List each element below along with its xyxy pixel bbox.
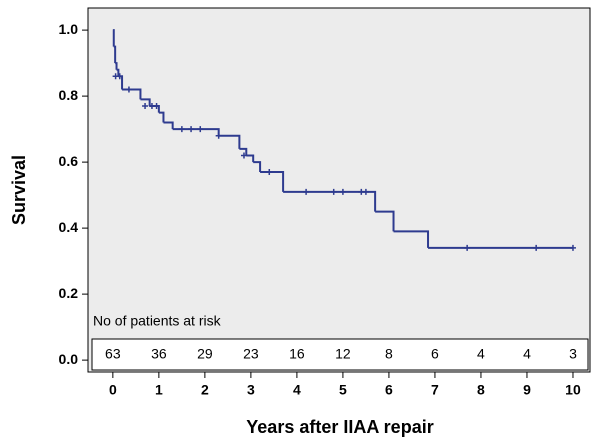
x-tick-label: 9: [523, 382, 531, 398]
at-risk-count: 8: [385, 346, 393, 362]
y-tick-label: 0.4: [59, 219, 79, 235]
survival-step: [283, 190, 377, 212]
at-risk-count: 63: [105, 346, 121, 362]
x-tick-label: 0: [109, 382, 117, 398]
x-tick-label: 7: [431, 382, 439, 398]
y-tick-label: 1.0: [59, 21, 79, 37]
censor-mark: [240, 152, 247, 159]
censor-mark: [188, 126, 195, 133]
censor-mark: [266, 169, 273, 176]
survival-step: [115, 62, 118, 70]
x-tick-label: 4: [293, 382, 301, 398]
survival-step: [158, 111, 165, 123]
censor-mark: [116, 73, 123, 80]
survival-step: [253, 161, 262, 173]
at-risk-count: 23: [243, 346, 259, 362]
censor-mark: [330, 188, 337, 195]
at-risk-count: 6: [431, 346, 439, 362]
censor-mark: [142, 103, 149, 110]
survival-step: [116, 68, 120, 77]
at-risk-count: 29: [197, 346, 213, 362]
censor-mark: [464, 244, 471, 251]
at-risk-count: 4: [523, 346, 531, 362]
at-risk-count: 4: [477, 346, 485, 362]
censor-mark: [303, 188, 310, 195]
at-risk-box: [91, 338, 589, 371]
censor-mark: [362, 188, 369, 195]
censor-mark: [339, 188, 346, 195]
survival-step: [112, 29, 115, 47]
plot-area: [87, 7, 591, 373]
survival-step: [246, 154, 255, 163]
y-tick-label: 0.2: [59, 285, 79, 301]
survival-step: [218, 134, 241, 149]
survival-step: [113, 45, 117, 64]
x-tick-label: 8: [477, 382, 485, 398]
censor-mark: [533, 244, 540, 251]
censor-mark: [569, 244, 576, 251]
censor-mark: [197, 126, 204, 133]
x-tick-label: 6: [385, 382, 393, 398]
x-tick-label: 2: [201, 382, 209, 398]
at-risk-count: 16: [289, 346, 305, 362]
censor-mark: [178, 126, 185, 133]
y-axis-title: Survival: [9, 155, 29, 225]
censor-mark: [153, 103, 160, 110]
x-tick-label: 5: [339, 382, 347, 398]
survival-step: [239, 147, 248, 156]
at-risk-label: No of patients at risk: [93, 313, 222, 329]
y-tick-label: 0.8: [59, 87, 79, 103]
x-tick-label: 1: [155, 382, 163, 398]
y-tick-label: 0.6: [59, 153, 79, 169]
x-axis-title: Years after IIAA repair: [246, 417, 433, 437]
at-risk-count: 36: [151, 346, 167, 362]
at-risk-count: 12: [335, 346, 351, 362]
y-tick-label: 0.0: [59, 351, 79, 367]
at-risk-count: 3: [569, 346, 577, 362]
survival-step: [140, 98, 151, 107]
censor-mark: [215, 132, 222, 139]
x-tick-label: 3: [247, 382, 255, 398]
survival-step: [393, 230, 430, 248]
survival-step: [163, 121, 174, 130]
survival-step: [375, 210, 395, 232]
x-tick-label: 10: [565, 382, 581, 398]
censor-mark: [125, 86, 132, 93]
